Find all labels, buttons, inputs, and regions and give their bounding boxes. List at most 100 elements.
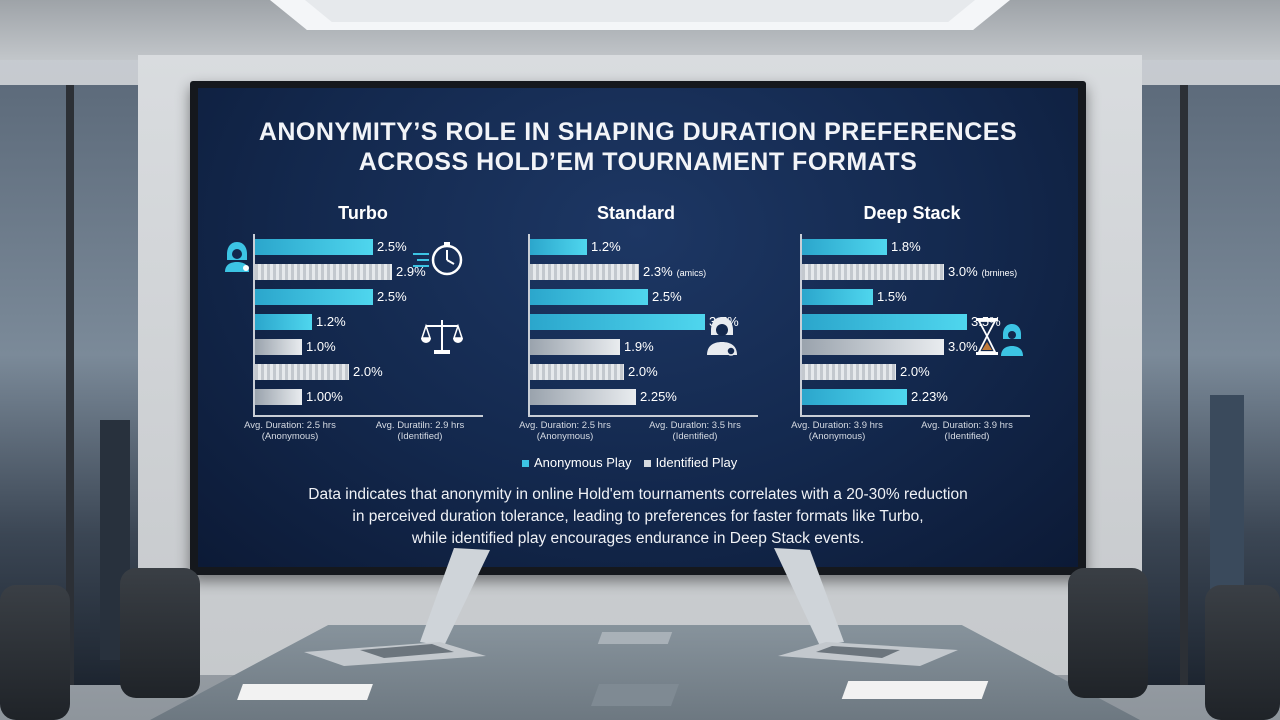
bar-anonymous [802,314,967,330]
bar-identified [530,364,624,380]
bar-value-label: 1.00% [306,389,343,404]
bar-identified [530,264,639,280]
bar-anonymous [530,314,705,330]
window-mullion [66,85,74,685]
chart-caption: Data indicates that anonymity in online … [258,484,1018,550]
bar-value: 1.0% [306,339,336,354]
bar-anonymous [530,289,648,305]
office-chair [120,568,200,698]
bar-value: 2.0% [628,364,658,379]
chart-legend: Anonymous Play Identified Play [522,455,737,470]
bar-value: 3.0% [948,339,978,354]
legend-swatch-identified [643,460,651,467]
bar-value-label: 2.25% [640,389,677,404]
balance-scale-icon [420,320,464,354]
table-device [590,684,680,706]
bar-value-label: 2.3% (amics) [643,264,706,279]
bar-value: 3.0% [948,264,978,279]
office-chair [1068,568,1148,698]
bar-value-label: 2.0% [900,364,930,379]
panel-footer-anonymous: Avg. Duration: 3.9 hrs (Anonymous) [791,420,883,442]
bar-anonymous [255,314,312,330]
office-chair [0,585,70,720]
bar-value: 2.23% [911,389,948,404]
bar-anonymous [530,239,587,255]
hooded-user-icon [225,242,249,272]
bar-identified [255,364,349,380]
legend-swatch-anonymous [522,460,529,467]
bar-value-label: 1.0% [306,339,336,354]
x-axis [253,415,483,417]
legend-item-anonymous: Anonymous Play [522,455,632,470]
bar-value-label: 3.0% [948,339,978,354]
bar-value-label: 1.5% [877,289,907,304]
legend-item-identified: Identified Play [643,455,738,470]
bar-value-label: 2.23% [911,389,948,404]
bar-value: 1.5% [877,289,907,304]
ceiling-light-panel [305,0,975,22]
bar-value-label: 2.0% [628,364,658,379]
bar-value-label: 2.9% [396,264,426,279]
chart-screen: ANONYMITY’S ROLE IN SHAPING DURATION PRE… [198,88,1078,567]
bar-value: 1.8% [891,239,921,254]
bar-identified [530,389,636,405]
bar-note: (brnines) [981,268,1018,278]
bar-value-label: 2.5% [377,289,407,304]
bar-value-label: 2.5% [377,239,407,254]
bar-value-label: 2.0% [353,364,383,379]
x-axis [800,415,1030,417]
bar-note: (amics) [676,268,707,278]
paper-sheet [841,681,989,699]
panel-footer-identified: Avg. Duratiln: 2.9 hrs (Identified) [375,420,465,442]
chart-title-line2: ACROSS HOLD’EM TOURNAMENT FORMATS [358,148,918,176]
panel-footer-identified: Avg. Duratlon: 3.5 hrs (Identified) [649,420,741,442]
bar-value-label: 3.0% (brnines) [948,264,1017,279]
bar-value: 2.5% [377,239,407,254]
stopwatch-icon [413,242,463,276]
panel-footer-anonymous: Avg. Duration: 2.5 hrs (Anonymous) [519,420,611,442]
bar-value: 2.0% [353,364,383,379]
bar-value: 1.9% [624,339,654,354]
legend-label: Anonymous Play [534,455,632,470]
caption-line: Data indicates that anonymity in online … [308,486,968,503]
bar-value-label: 1.2% [316,314,346,329]
legend-label: Identified Play [655,455,738,470]
chart-title-line1: ANONYMITY’S ROLE IN SHAPING DURATION PRE… [258,118,1018,146]
bar-value-label: 1.8% [891,239,921,254]
caption-line: in perceived duration tolerance, leading… [352,508,924,525]
bar-identified [255,389,302,405]
panel-title: Turbo [338,203,388,223]
bar-anonymous [802,289,873,305]
bar-anonymous [802,389,907,405]
y-axis [528,234,530,416]
bar-value-label: 1.2% [591,239,621,254]
bar-anonymous [255,289,373,305]
panel-title: Standard [596,203,675,223]
hooded-user-icon [707,317,737,356]
bar-identified [802,364,896,380]
paper-sheet [237,684,373,700]
laptop-right [774,548,958,666]
office-chair [1205,585,1280,720]
laptop-left [304,548,490,666]
bar-anonymous [255,239,373,255]
bar-identified [530,339,620,355]
hourglass-icon [976,318,1023,356]
panel-footer-anonymous: Avg. Duration: 2.5 hrs (Anonymous) [244,420,336,442]
window-mullion [1180,85,1188,685]
bar-value: 2.0% [900,364,930,379]
bar-value-label: 2.5% [652,289,682,304]
panel-title: Deep Stack [863,203,961,223]
bar-anonymous [802,239,887,255]
bar-identified [802,264,944,280]
bar-value: 2.5% [377,289,407,304]
table-device [597,632,673,644]
bar-value: 2.25% [640,389,677,404]
panel-footer-identified: Avg. Duration: 3.9 hrs (Identified) [921,420,1013,442]
bar-value: 2.3% [643,264,673,279]
y-axis [253,234,255,416]
bar-value: 2.5% [652,289,682,304]
bar-identified [255,264,392,280]
x-axis [528,415,758,417]
bar-identified [255,339,302,355]
